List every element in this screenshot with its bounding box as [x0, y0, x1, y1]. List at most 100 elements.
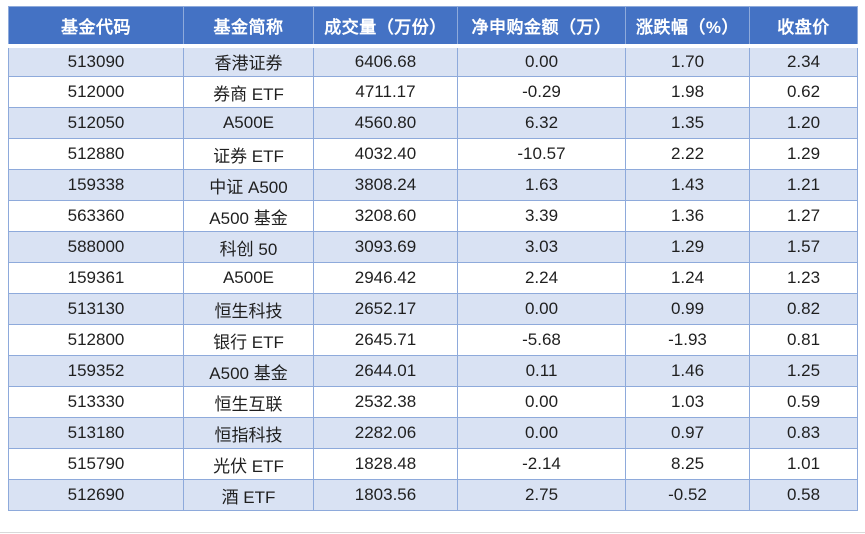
table-row: 512800 银行 ETF 2645.71 -5.68 -1.93 0.81	[8, 324, 858, 356]
table-row: 513180 恒指科技 2282.06 0.00 0.97 0.83	[8, 417, 858, 449]
cell-volume: 4711.17	[313, 76, 458, 108]
cell-close-price: 0.62	[749, 76, 858, 108]
cell-volume: 1828.48	[313, 448, 458, 480]
cell-change-pct: -1.93	[625, 324, 750, 356]
cell-fund-name: A500E	[183, 262, 314, 294]
cell-fund-code: 513180	[8, 417, 184, 449]
cell-fund-code: 159352	[8, 355, 184, 387]
cell-change-pct: 1.98	[625, 76, 750, 108]
cell-fund-code: 512800	[8, 324, 184, 356]
cell-fund-name: 恒生科技	[183, 293, 314, 325]
cell-net-subscription: 0.11	[457, 355, 626, 387]
table-row: 513330 恒生互联 2532.38 0.00 1.03 0.59	[8, 386, 858, 418]
cell-fund-name: 香港证券	[183, 45, 314, 77]
cell-close-price: 1.27	[749, 200, 858, 232]
table-header-row: 基金代码 基金简称 成交量（万份） 净申购金额（万） 涨跌幅（%） 收盘价	[8, 6, 858, 48]
cell-fund-name: A500 基金	[183, 355, 314, 387]
column-header-change-pct: 涨跌幅（%）	[625, 6, 750, 48]
cell-net-subscription: 3.39	[457, 200, 626, 232]
table-row: 513130 恒生科技 2652.17 0.00 0.99 0.82	[8, 293, 858, 325]
cell-fund-code: 513130	[8, 293, 184, 325]
cell-fund-code: 513090	[8, 45, 184, 77]
table-body: 513090 香港证券 6406.68 0.00 1.70 2.34 512000 券商 ET…	[8, 45, 858, 511]
cell-fund-name: 恒指科技	[183, 417, 314, 449]
cell-net-subscription: 0.00	[457, 386, 626, 418]
cell-close-price: 0.82	[749, 293, 858, 325]
cell-change-pct: 1.36	[625, 200, 750, 232]
column-header-close-price: 收盘价	[749, 6, 858, 48]
cell-fund-code: 513330	[8, 386, 184, 418]
cell-volume: 2946.42	[313, 262, 458, 294]
column-header-fund-name: 基金简称	[183, 6, 314, 48]
cell-change-pct: 1.03	[625, 386, 750, 418]
cell-close-price: 0.81	[749, 324, 858, 356]
cell-net-subscription: 0.00	[457, 45, 626, 77]
cell-volume: 2652.17	[313, 293, 458, 325]
cell-volume: 3208.60	[313, 200, 458, 232]
cell-volume: 3808.24	[313, 169, 458, 201]
cell-close-price: 1.20	[749, 107, 858, 139]
table-row: 512690 酒 ETF 1803.56 2.75 -0.52 0.58	[8, 479, 858, 511]
cell-fund-name: 券商 ETF	[183, 76, 314, 108]
cell-fund-name: 光伏 ETF	[183, 448, 314, 480]
table-row: 159338 中证 A500 3808.24 1.63 1.43 1.21	[8, 169, 858, 201]
cell-fund-name: A500E	[183, 107, 314, 139]
cell-volume: 2532.38	[313, 386, 458, 418]
table-row: 159361 A500E 2946.42 2.24 1.24 1.23	[8, 262, 858, 294]
cell-close-price: 1.29	[749, 138, 858, 170]
cell-fund-code: 515790	[8, 448, 184, 480]
cell-net-subscription: 2.24	[457, 262, 626, 294]
cell-fund-name: 银行 ETF	[183, 324, 314, 356]
cell-volume: 4560.80	[313, 107, 458, 139]
table-row: 588000 科创 50 3093.69 3.03 1.29 1.57	[8, 231, 858, 263]
cell-fund-code: 159338	[8, 169, 184, 201]
cell-net-subscription: 3.03	[457, 231, 626, 263]
page-bottom-border	[0, 532, 865, 533]
table-row: 515790 光伏 ETF 1828.48 -2.14 8.25 1.01	[8, 448, 858, 480]
cell-change-pct: 1.46	[625, 355, 750, 387]
cell-fund-name: 证券 ETF	[183, 138, 314, 170]
cell-volume: 2645.71	[313, 324, 458, 356]
cell-fund-name: 中证 A500	[183, 169, 314, 201]
table-row: 159352 A500 基金 2644.01 0.11 1.46 1.25	[8, 355, 858, 387]
cell-change-pct: 8.25	[625, 448, 750, 480]
cell-fund-name: 科创 50	[183, 231, 314, 263]
cell-close-price: 0.59	[749, 386, 858, 418]
cell-fund-code: 588000	[8, 231, 184, 263]
cell-change-pct: 1.35	[625, 107, 750, 139]
table-row: 512050 A500E 4560.80 6.32 1.35 1.20	[8, 107, 858, 139]
table-row: 512880 证券 ETF 4032.40 -10.57 2.22 1.29	[8, 138, 858, 170]
cell-net-subscription: -10.57	[457, 138, 626, 170]
fund-table: 基金代码 基金简称 成交量（万份） 净申购金额（万） 涨跌幅（%） 收盘价 513090 香…	[8, 6, 858, 511]
cell-fund-code: 512050	[8, 107, 184, 139]
cell-change-pct: -0.52	[625, 479, 750, 511]
cell-close-price: 0.58	[749, 479, 858, 511]
cell-close-price: 2.34	[749, 45, 858, 77]
cell-change-pct: 0.99	[625, 293, 750, 325]
table-row: 563360 A500 基金 3208.60 3.39 1.36 1.27	[8, 200, 858, 232]
column-header-fund-code: 基金代码	[8, 6, 184, 48]
cell-change-pct: 1.70	[625, 45, 750, 77]
cell-change-pct: 1.29	[625, 231, 750, 263]
cell-net-subscription: -5.68	[457, 324, 626, 356]
cell-fund-name: 酒 ETF	[183, 479, 314, 511]
cell-close-price: 1.25	[749, 355, 858, 387]
cell-change-pct: 1.43	[625, 169, 750, 201]
cell-volume: 4032.40	[313, 138, 458, 170]
cell-volume: 3093.69	[313, 231, 458, 263]
cell-net-subscription: 1.63	[457, 169, 626, 201]
cell-volume: 2282.06	[313, 417, 458, 449]
cell-net-subscription: 0.00	[457, 417, 626, 449]
column-header-net-subscription: 净申购金额（万）	[457, 6, 626, 48]
table-row: 513090 香港证券 6406.68 0.00 1.70 2.34	[8, 45, 858, 77]
cell-fund-name: 恒生互联	[183, 386, 314, 418]
table-header: 基金代码 基金简称 成交量（万份） 净申购金额（万） 涨跌幅（%） 收盘价	[8, 6, 858, 48]
cell-net-subscription: 6.32	[457, 107, 626, 139]
cell-fund-code: 512690	[8, 479, 184, 511]
cell-change-pct: 1.24	[625, 262, 750, 294]
cell-close-price: 1.23	[749, 262, 858, 294]
cell-volume: 1803.56	[313, 479, 458, 511]
cell-fund-code: 512880	[8, 138, 184, 170]
cell-fund-code: 563360	[8, 200, 184, 232]
